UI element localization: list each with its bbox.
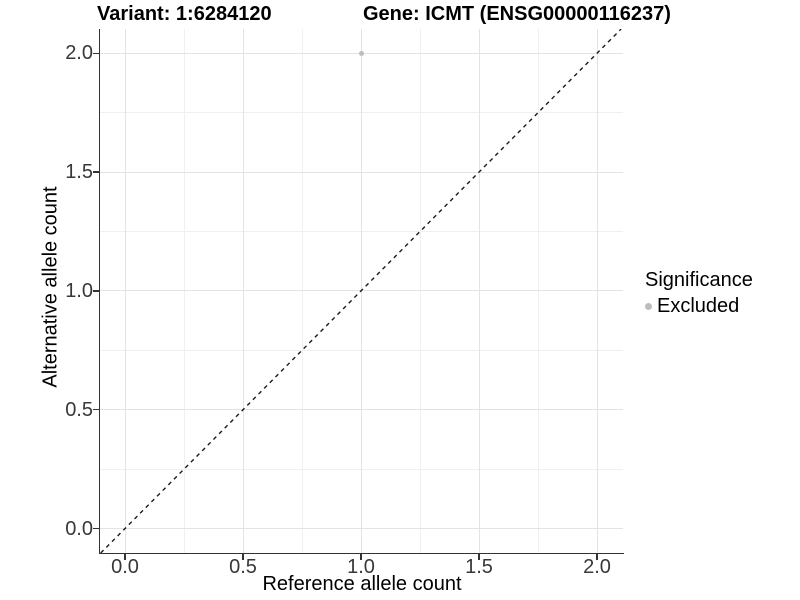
y-axis-tick: [93, 290, 99, 292]
x-tick-label: 0.0: [111, 556, 139, 578]
diagonal-reference-line: [100, 29, 622, 553]
legend-title: Significance: [645, 269, 753, 291]
y-gridline-major: [100, 171, 623, 173]
y-axis-tick: [93, 409, 99, 411]
y-gridline-major: [100, 409, 623, 411]
x-axis-tick: [360, 554, 362, 560]
y-tick-label: 2.0: [65, 42, 93, 65]
y-axis-tick: [93, 527, 99, 530]
plot-title-variant: Variant: 1:6284120: [97, 3, 272, 25]
x-axis-tick: [596, 554, 598, 560]
y-axis-tick: [93, 171, 99, 173]
x-tick-label: 0.5: [229, 556, 257, 578]
x-tick-label: 1.5: [465, 556, 493, 578]
x-axis-tick: [242, 554, 244, 560]
y-tick-label: 1.0: [65, 279, 93, 302]
plot-panel: [100, 29, 623, 553]
legend-item-label: Excluded: [657, 295, 740, 317]
y-axis-tick: [93, 52, 99, 54]
y-tick-label: 0.5: [65, 398, 93, 421]
legend-point-marker-icon: [645, 303, 652, 310]
x-axis-title: Reference allele count: [262, 573, 462, 595]
legend-item-excluded: Excluded: [645, 295, 753, 318]
x-axis-tick: [478, 554, 480, 560]
y-tick-label: 1.5: [65, 161, 93, 184]
y-gridline-major: [100, 528, 623, 530]
y-axis-line: [98, 29, 100, 555]
abline-layer: [100, 29, 622, 553]
x-tick-label: 2.0: [583, 556, 611, 578]
data-point: [358, 50, 364, 56]
y-tick-label: 0.0: [65, 517, 93, 540]
x-axis-tick: [124, 554, 126, 560]
legend: Significance Excluded: [645, 269, 753, 318]
x-tick-label: 1.0: [347, 556, 375, 578]
plot-title-gene: Gene: ICMT (ENSG00000116237): [363, 3, 671, 25]
x-axis-line: [98, 553, 624, 555]
